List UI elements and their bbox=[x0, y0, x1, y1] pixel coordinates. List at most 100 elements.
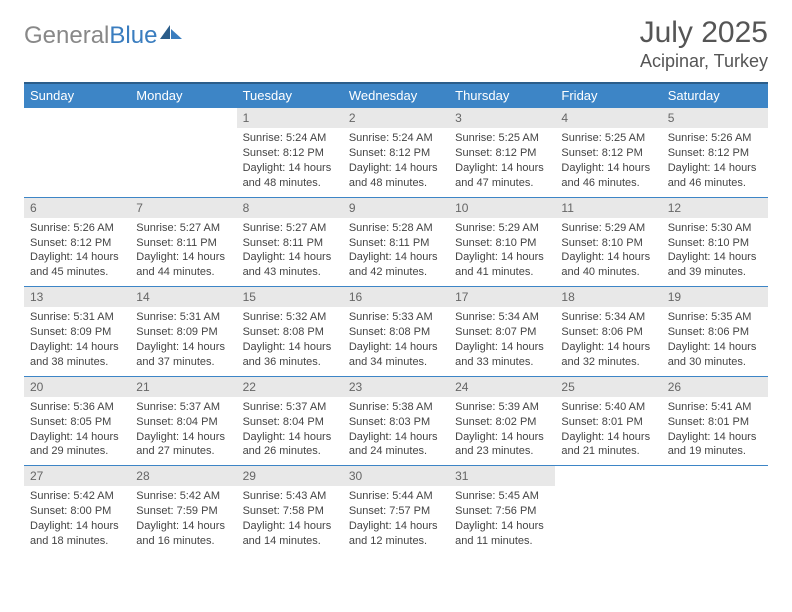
day-number: 22 bbox=[237, 377, 343, 397]
sunset-line: Sunset: 8:04 PM bbox=[136, 415, 230, 430]
daylight-line: Daylight: 14 hours and 46 minutes. bbox=[668, 161, 762, 191]
daylight-line: Daylight: 14 hours and 48 minutes. bbox=[243, 161, 337, 191]
daylight-line: Daylight: 14 hours and 16 minutes. bbox=[136, 519, 230, 549]
daylight-line: Daylight: 14 hours and 33 minutes. bbox=[455, 340, 549, 370]
sunset-line: Sunset: 8:12 PM bbox=[30, 236, 124, 251]
calendar-day: 31Sunrise: 5:45 AMSunset: 7:56 PMDayligh… bbox=[449, 466, 555, 555]
day-content: Sunrise: 5:24 AMSunset: 8:12 PMDaylight:… bbox=[343, 128, 449, 196]
calendar-day: 19Sunrise: 5:35 AMSunset: 8:06 PMDayligh… bbox=[662, 287, 768, 377]
daylight-line: Daylight: 14 hours and 44 minutes. bbox=[136, 250, 230, 280]
calendar-day: 23Sunrise: 5:38 AMSunset: 8:03 PMDayligh… bbox=[343, 376, 449, 466]
daylight-line: Daylight: 14 hours and 29 minutes. bbox=[30, 430, 124, 460]
day-content: Sunrise: 5:29 AMSunset: 8:10 PMDaylight:… bbox=[555, 218, 661, 286]
daylight-line: Daylight: 14 hours and 30 minutes. bbox=[668, 340, 762, 370]
day-header: Thursday bbox=[449, 83, 555, 108]
day-number: 25 bbox=[555, 377, 661, 397]
day-content: Sunrise: 5:35 AMSunset: 8:06 PMDaylight:… bbox=[662, 307, 768, 375]
day-number: 24 bbox=[449, 377, 555, 397]
daylight-line: Daylight: 14 hours and 19 minutes. bbox=[668, 430, 762, 460]
calendar-body: 1Sunrise: 5:24 AMSunset: 8:12 PMDaylight… bbox=[24, 108, 768, 555]
sunset-line: Sunset: 8:02 PM bbox=[455, 415, 549, 430]
day-number: 7 bbox=[130, 198, 236, 218]
calendar-week: 13Sunrise: 5:31 AMSunset: 8:09 PMDayligh… bbox=[24, 287, 768, 377]
location: Acipinar, Turkey bbox=[640, 51, 768, 72]
day-number: 18 bbox=[555, 287, 661, 307]
daylight-line: Daylight: 14 hours and 26 minutes. bbox=[243, 430, 337, 460]
day-content: Sunrise: 5:33 AMSunset: 8:08 PMDaylight:… bbox=[343, 307, 449, 375]
day-number: 20 bbox=[24, 377, 130, 397]
sunrise-line: Sunrise: 5:39 AM bbox=[455, 400, 549, 415]
day-content: Sunrise: 5:28 AMSunset: 8:11 PMDaylight:… bbox=[343, 218, 449, 286]
daylight-line: Daylight: 14 hours and 11 minutes. bbox=[455, 519, 549, 549]
day-number: 29 bbox=[237, 466, 343, 486]
day-content: Sunrise: 5:34 AMSunset: 8:06 PMDaylight:… bbox=[555, 307, 661, 375]
calendar-empty bbox=[130, 108, 236, 198]
calendar-week: 20Sunrise: 5:36 AMSunset: 8:05 PMDayligh… bbox=[24, 376, 768, 466]
sunrise-line: Sunrise: 5:34 AM bbox=[561, 310, 655, 325]
calendar-day: 26Sunrise: 5:41 AMSunset: 8:01 PMDayligh… bbox=[662, 376, 768, 466]
day-header: Sunday bbox=[24, 83, 130, 108]
calendar-day: 3Sunrise: 5:25 AMSunset: 8:12 PMDaylight… bbox=[449, 108, 555, 198]
day-number: 11 bbox=[555, 198, 661, 218]
day-content: Sunrise: 5:40 AMSunset: 8:01 PMDaylight:… bbox=[555, 397, 661, 465]
day-content: Sunrise: 5:32 AMSunset: 8:08 PMDaylight:… bbox=[237, 307, 343, 375]
sunrise-line: Sunrise: 5:42 AM bbox=[30, 489, 124, 504]
calendar-day: 12Sunrise: 5:30 AMSunset: 8:10 PMDayligh… bbox=[662, 197, 768, 287]
calendar-day: 10Sunrise: 5:29 AMSunset: 8:10 PMDayligh… bbox=[449, 197, 555, 287]
calendar-week: 27Sunrise: 5:42 AMSunset: 8:00 PMDayligh… bbox=[24, 466, 768, 555]
daylight-line: Daylight: 14 hours and 43 minutes. bbox=[243, 250, 337, 280]
sunrise-line: Sunrise: 5:26 AM bbox=[668, 131, 762, 146]
sunrise-line: Sunrise: 5:29 AM bbox=[455, 221, 549, 236]
day-number: 27 bbox=[24, 466, 130, 486]
sunrise-line: Sunrise: 5:29 AM bbox=[561, 221, 655, 236]
daylight-line: Daylight: 14 hours and 18 minutes. bbox=[30, 519, 124, 549]
sunset-line: Sunset: 8:09 PM bbox=[136, 325, 230, 340]
calendar-day: 13Sunrise: 5:31 AMSunset: 8:09 PMDayligh… bbox=[24, 287, 130, 377]
day-header: Tuesday bbox=[237, 83, 343, 108]
calendar-table: SundayMondayTuesdayWednesdayThursdayFrid… bbox=[24, 82, 768, 555]
day-content: Sunrise: 5:31 AMSunset: 8:09 PMDaylight:… bbox=[24, 307, 130, 375]
calendar-day: 21Sunrise: 5:37 AMSunset: 8:04 PMDayligh… bbox=[130, 376, 236, 466]
title-block: July 2025 Acipinar, Turkey bbox=[640, 16, 768, 72]
calendar-day: 14Sunrise: 5:31 AMSunset: 8:09 PMDayligh… bbox=[130, 287, 236, 377]
calendar-day: 22Sunrise: 5:37 AMSunset: 8:04 PMDayligh… bbox=[237, 376, 343, 466]
daylight-line: Daylight: 14 hours and 23 minutes. bbox=[455, 430, 549, 460]
day-number: 16 bbox=[343, 287, 449, 307]
daylight-line: Daylight: 14 hours and 46 minutes. bbox=[561, 161, 655, 191]
day-content: Sunrise: 5:37 AMSunset: 8:04 PMDaylight:… bbox=[130, 397, 236, 465]
day-number: 9 bbox=[343, 198, 449, 218]
day-number: 26 bbox=[662, 377, 768, 397]
daylight-line: Daylight: 14 hours and 12 minutes. bbox=[349, 519, 443, 549]
sunset-line: Sunset: 8:11 PM bbox=[136, 236, 230, 251]
sunrise-line: Sunrise: 5:30 AM bbox=[668, 221, 762, 236]
day-content: Sunrise: 5:42 AMSunset: 8:00 PMDaylight:… bbox=[24, 486, 130, 554]
day-header: Saturday bbox=[662, 83, 768, 108]
day-content: Sunrise: 5:26 AMSunset: 8:12 PMDaylight:… bbox=[662, 128, 768, 196]
sunset-line: Sunset: 7:59 PM bbox=[136, 504, 230, 519]
header: GeneralBlue July 2025 Acipinar, Turkey bbox=[24, 16, 768, 72]
daylight-line: Daylight: 14 hours and 39 minutes. bbox=[668, 250, 762, 280]
sunrise-line: Sunrise: 5:43 AM bbox=[243, 489, 337, 504]
logo-text-1: General bbox=[24, 22, 109, 50]
calendar-week: 1Sunrise: 5:24 AMSunset: 8:12 PMDaylight… bbox=[24, 108, 768, 198]
sunset-line: Sunset: 7:58 PM bbox=[243, 504, 337, 519]
calendar-day: 2Sunrise: 5:24 AMSunset: 8:12 PMDaylight… bbox=[343, 108, 449, 198]
sunrise-line: Sunrise: 5:25 AM bbox=[455, 131, 549, 146]
day-number: 8 bbox=[237, 198, 343, 218]
calendar-day: 28Sunrise: 5:42 AMSunset: 7:59 PMDayligh… bbox=[130, 466, 236, 555]
calendar-day: 11Sunrise: 5:29 AMSunset: 8:10 PMDayligh… bbox=[555, 197, 661, 287]
day-content: Sunrise: 5:27 AMSunset: 8:11 PMDaylight:… bbox=[130, 218, 236, 286]
sunrise-line: Sunrise: 5:44 AM bbox=[349, 489, 443, 504]
logo: GeneralBlue bbox=[24, 16, 182, 50]
sunrise-line: Sunrise: 5:27 AM bbox=[243, 221, 337, 236]
day-number: 30 bbox=[343, 466, 449, 486]
daylight-line: Daylight: 14 hours and 36 minutes. bbox=[243, 340, 337, 370]
day-number: 12 bbox=[662, 198, 768, 218]
daylight-line: Daylight: 14 hours and 40 minutes. bbox=[561, 250, 655, 280]
daylight-line: Daylight: 14 hours and 21 minutes. bbox=[561, 430, 655, 460]
day-number: 23 bbox=[343, 377, 449, 397]
sunrise-line: Sunrise: 5:24 AM bbox=[349, 131, 443, 146]
day-number: 15 bbox=[237, 287, 343, 307]
daylight-line: Daylight: 14 hours and 42 minutes. bbox=[349, 250, 443, 280]
daylight-line: Daylight: 14 hours and 48 minutes. bbox=[349, 161, 443, 191]
